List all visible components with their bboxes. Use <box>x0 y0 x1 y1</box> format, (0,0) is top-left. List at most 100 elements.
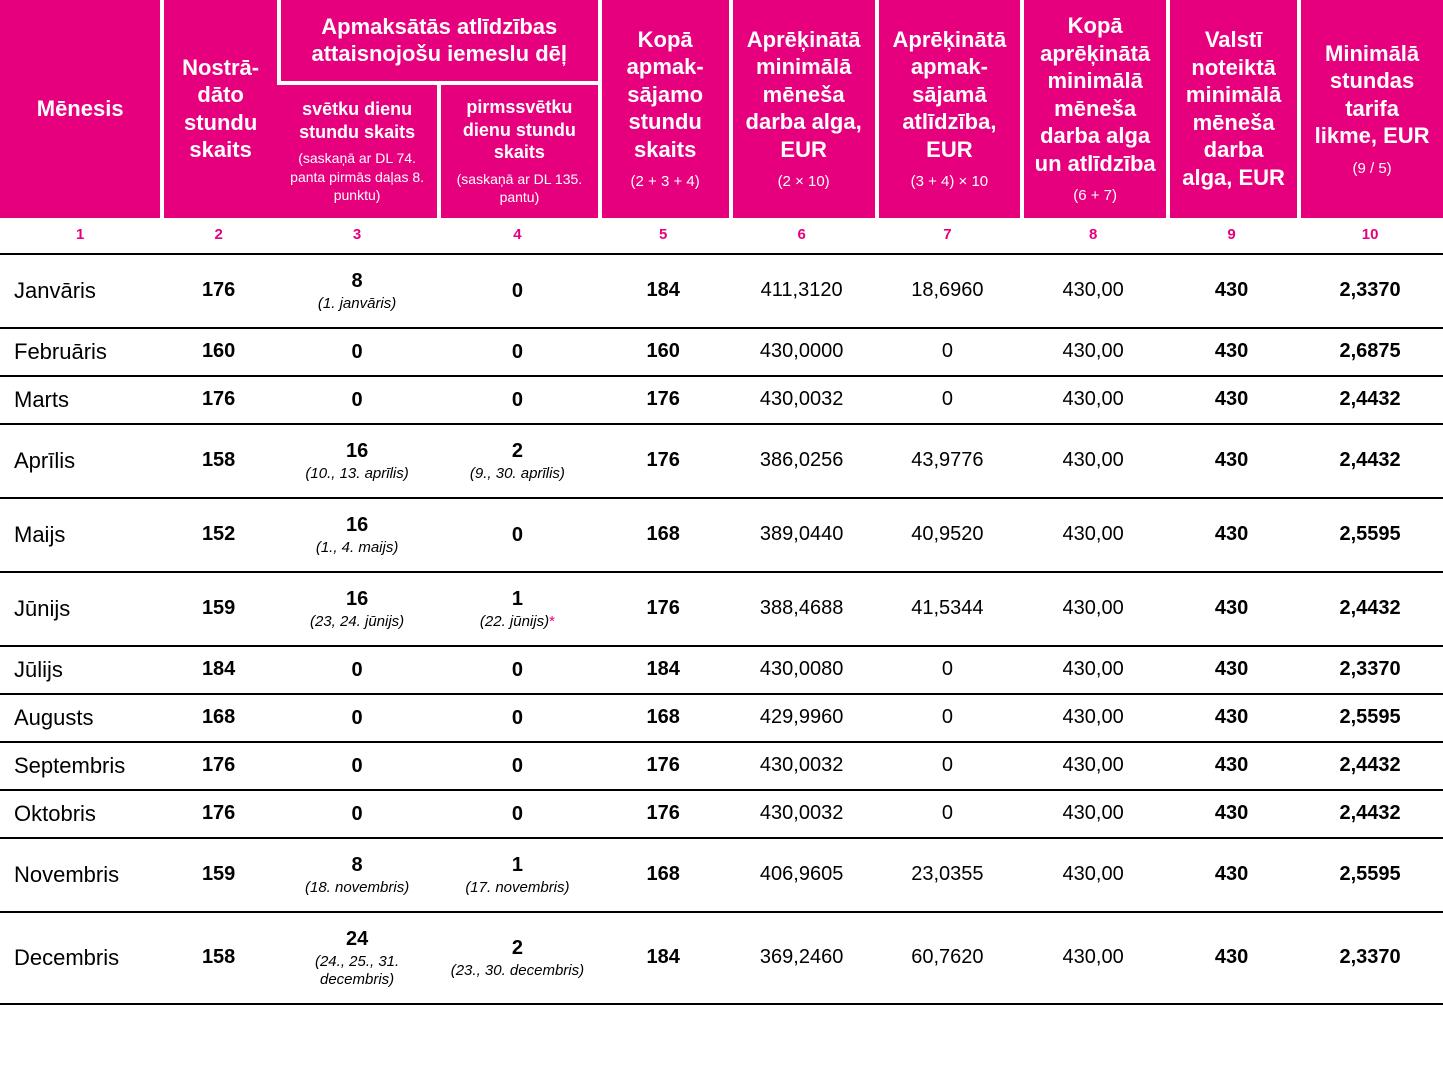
cell: 430,0032 <box>729 743 875 791</box>
wage-table: Mēnesis Nostrā­dāto stundu skaits Apmaks… <box>0 0 1443 1005</box>
cell: 430,00 <box>1020 377 1166 425</box>
cell: 8(18. novembris) <box>277 839 437 913</box>
cell: 2,4432 <box>1297 791 1443 839</box>
cell: Jūnijs <box>0 573 160 647</box>
cell: 430 <box>1166 425 1297 499</box>
col-num: 7 <box>875 218 1021 255</box>
cell: 430 <box>1166 329 1297 377</box>
cell-note: (10., 13. aprīlis) <box>305 465 408 483</box>
cell: 430,0080 <box>729 647 875 695</box>
cell: Februāris <box>0 329 160 377</box>
table-row: Decembris15824(24., 25., 31. decembris)2… <box>0 913 1443 1005</box>
col-header-7: Aprēķinātā apmak­sājamā atlīdzība, EUR (… <box>875 0 1021 218</box>
cell: 2(9., 30. aprīlis) <box>437 425 597 499</box>
col-num: 1 <box>0 218 160 255</box>
cell: 168 <box>160 695 277 743</box>
cell: 0 <box>437 647 597 695</box>
cell: 2,6875 <box>1297 329 1443 377</box>
cell: 152 <box>160 499 277 573</box>
cell: 2,4432 <box>1297 743 1443 791</box>
table-row: Janvāris1768(1. janvāris)0184411,312018,… <box>0 255 1443 329</box>
cell: 16(10., 13. aprīlis) <box>277 425 437 499</box>
cell: 2,5595 <box>1297 499 1443 573</box>
col-formula: (2 × 10) <box>743 173 865 192</box>
cell: 430,00 <box>1020 499 1166 573</box>
cell: 168 <box>598 839 729 913</box>
col-header-10: Minimālā stundas tarifa likme, EUR (9 / … <box>1297 0 1443 218</box>
cell: 16(23, 24. jūnijs) <box>277 573 437 647</box>
col-header-small: (saskaņā ar DL 74. panta pirmās daļas 8.… <box>287 149 427 204</box>
table-row: Jūlijs18400184430,00800430,004302,3370 <box>0 647 1443 695</box>
cell: 411,3120 <box>729 255 875 329</box>
cell: 23,0355 <box>875 839 1021 913</box>
column-number-row: 1 2 3 4 5 6 7 8 9 10 <box>0 218 1443 255</box>
cell: 16(1., 4. maijs) <box>277 499 437 573</box>
cell: 0 <box>277 377 437 425</box>
cell: 176 <box>598 743 729 791</box>
cell: 2,3370 <box>1297 913 1443 1005</box>
cell: Novembris <box>0 839 160 913</box>
cell: 430,00 <box>1020 573 1166 647</box>
cell: 1(22. jūnijs)* <box>437 573 597 647</box>
cell: 176 <box>598 425 729 499</box>
col-num: 8 <box>1020 218 1166 255</box>
cell: 2,3370 <box>1297 255 1443 329</box>
col-num: 5 <box>598 218 729 255</box>
cell: 176 <box>598 377 729 425</box>
table-row: Marts17600176430,00320430,004302,4432 <box>0 377 1443 425</box>
col-header-group: Apmaksātās atlīdzības attaisnojošu iemes… <box>277 0 598 81</box>
cell: 0 <box>437 499 597 573</box>
cell-note: (22. jūnijs)* <box>480 613 555 631</box>
table-row: Novembris1598(18. novembris)1(17. novemb… <box>0 839 1443 913</box>
cell: 430 <box>1166 743 1297 791</box>
cell: Janvāris <box>0 255 160 329</box>
cell: 0 <box>875 695 1021 743</box>
cell: 176 <box>598 791 729 839</box>
cell: 430 <box>1166 499 1297 573</box>
cell: 1(17. novembris) <box>437 839 597 913</box>
cell: 430 <box>1166 695 1297 743</box>
cell: 0 <box>875 791 1021 839</box>
cell: 184 <box>598 255 729 329</box>
cell: 0 <box>437 743 597 791</box>
cell: 389,0440 <box>729 499 875 573</box>
col-formula: (3 + 4) × 10 <box>889 173 1011 192</box>
cell: 406,9605 <box>729 839 875 913</box>
cell: 0 <box>437 255 597 329</box>
cell: 0 <box>437 695 597 743</box>
cell: 430 <box>1166 573 1297 647</box>
col-num: 2 <box>160 218 277 255</box>
col-header-8: Kopā aprēķinātā minimālā mēneša darba al… <box>1020 0 1166 218</box>
cell: 176 <box>598 573 729 647</box>
table-row: Oktobris17600176430,00320430,004302,4432 <box>0 791 1443 839</box>
col-num: 9 <box>1166 218 1297 255</box>
cell: 430 <box>1166 839 1297 913</box>
cell: Septembris <box>0 743 160 791</box>
cell: Decembris <box>0 913 160 1005</box>
col-header-4: pirms­svētku dienu stundu skaits (saskaņ… <box>437 81 597 218</box>
cell: 0 <box>875 377 1021 425</box>
cell: 430,00 <box>1020 743 1166 791</box>
cell: 0 <box>277 647 437 695</box>
cell: 386,0256 <box>729 425 875 499</box>
col-header-9: Valstī noteiktā minimālā mēneša darba al… <box>1166 0 1297 218</box>
table-row: Februāris16000160430,00000430,004302,687… <box>0 329 1443 377</box>
cell: 41,5344 <box>875 573 1021 647</box>
cell: 430,00 <box>1020 329 1166 377</box>
cell-note: (18. novembris) <box>305 879 409 897</box>
col-header-6: Aprēķinātā minimālā mēneša darba alga, E… <box>729 0 875 218</box>
cell: 0 <box>437 329 597 377</box>
cell: 430,00 <box>1020 791 1166 839</box>
cell: 0 <box>875 647 1021 695</box>
cell: Maijs <box>0 499 160 573</box>
cell-note: (17. novembris) <box>465 879 569 897</box>
cell: Oktobris <box>0 791 160 839</box>
cell: 40,9520 <box>875 499 1021 573</box>
table-row: Aprīlis15816(10., 13. aprīlis)2(9., 30. … <box>0 425 1443 499</box>
cell: 0 <box>875 329 1021 377</box>
col-formula: (6 + 7) <box>1034 187 1156 206</box>
cell-note: (1. janvāris) <box>318 295 396 313</box>
col-formula: (2 + 3 + 4) <box>612 173 719 192</box>
cell: 430 <box>1166 255 1297 329</box>
col-num: 10 <box>1297 218 1443 255</box>
